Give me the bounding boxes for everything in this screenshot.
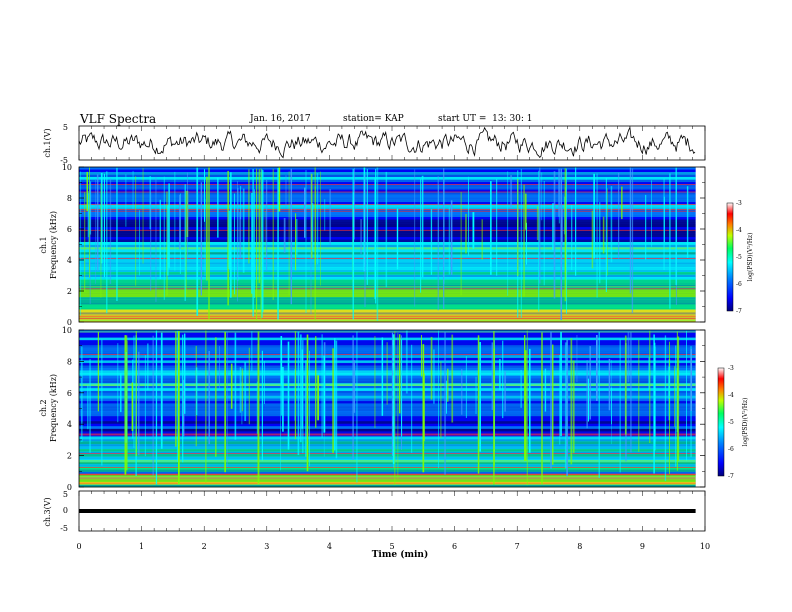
ch2-spectrogram-panel: 0 2 4 6 8 10 ch.2 Frequency (kHz): [39, 326, 706, 492]
ch1-spec-label-ch: ch.1: [39, 236, 48, 253]
freq-tick-label: 2: [67, 452, 72, 461]
time-tick-label: 2: [202, 542, 207, 551]
ch1-ylabel: ch.1(V): [43, 128, 52, 157]
freq-tick-label: 2: [67, 287, 72, 296]
freq-tick-label: 4: [67, 256, 72, 265]
ch2-frequency-ticks: 0 2 4 6 8 10: [62, 326, 705, 492]
time-tick-label: 3: [264, 542, 269, 551]
ch2-spectrogram-image: [79, 330, 705, 488]
ch2-cbar-tick-0: -3: [728, 365, 734, 372]
ch1-cbar-tick-1: -4: [736, 227, 742, 234]
header-date: Jan. 16, 2017: [250, 114, 311, 124]
ch1-colorbar: -3 -4 -5 -6 -7 log(PSD)(V²/Hz): [726, 200, 754, 315]
time-tick-label: 1: [139, 542, 144, 551]
ch1-cbar-tick-4: -7: [736, 308, 742, 315]
header-start-time: start UT = 13: 30: 1: [438, 114, 533, 124]
time-axis-ticks: 0 1 2 3 4 5 6 7 8 9 10: [76, 542, 710, 551]
freq-tick-label: 8: [67, 194, 72, 203]
ch2-spec-label-ch: ch.2: [39, 399, 48, 416]
ch1-waveform-panel: 5 -5 ch.1(V): [43, 123, 706, 165]
ch1-spectrogram-panel: 0 2 4 6 8 10 ch.1 Frequency (kHz): [39, 163, 706, 327]
ch2-cbar-tick-3: -6: [728, 446, 734, 453]
ch2-cbar-label: log(PSD)(V²/Hz): [742, 398, 749, 447]
ch1-frequency-ticks: 0 2 4 6 8 10: [62, 163, 705, 327]
time-tick-label: 6: [452, 542, 457, 551]
freq-tick-label: 6: [67, 225, 72, 234]
ch1-ytick-bottom: -5: [60, 156, 68, 165]
ch2-spec-ylabel: Frequency (kHz): [49, 374, 58, 442]
time-tick-label: 5: [389, 542, 394, 551]
freq-tick-label: 10: [62, 326, 72, 335]
ch3-waveform-trace: [79, 509, 696, 513]
time-tick-label: 7: [515, 542, 520, 551]
ch3-ticks: [78, 491, 706, 531]
ch3-ytick-bottom: -5: [60, 524, 68, 533]
freq-tick-label: 6: [67, 389, 72, 398]
time-tick-label: 10: [700, 542, 710, 551]
time-tick-label: 8: [577, 542, 582, 551]
ch1-spectrogram-image: [79, 167, 705, 323]
ch3-waveform-panel: 5 0 -5 ch.3(V): [43, 490, 706, 533]
freq-tick-label: 10: [62, 163, 72, 172]
ch2-cbar-tick-1: -4: [728, 392, 734, 399]
ch2-cbar-tick-4: -7: [728, 473, 734, 480]
time-tick-label: 4: [327, 542, 332, 551]
ch1-ticks: [78, 126, 706, 160]
ch1-waveform-trace: [78, 126, 696, 159]
time-tick-label: 9: [640, 542, 645, 551]
ch1-cbar-tick-3: -6: [736, 281, 742, 288]
ch2-colorbar: -3 -4 -5 -6 -7 log(PSD)(V²/Hz): [717, 365, 749, 480]
header-station: station= KAP: [343, 114, 404, 124]
ch3-ylabel: ch.3(V): [43, 497, 52, 526]
x-axis-label: Time (min): [372, 549, 429, 560]
ch1-cbar-tick-0: -3: [736, 200, 742, 207]
ch1-cbar-tick-2: -5: [736, 254, 742, 261]
freq-tick-label: 0: [67, 318, 72, 327]
ch3-ytick-top: 5: [63, 490, 68, 499]
ch3-ytick-mid: 0: [63, 506, 68, 515]
chart-title: VLF Spectra: [80, 112, 157, 126]
ch2-cbar-tick-2: -5: [728, 419, 734, 426]
ch1-spec-ylabel: Frequency (kHz): [49, 211, 58, 279]
ch1-cbar-label: log(PSD)(V²/Hz): [747, 233, 754, 282]
time-tick-label: 0: [76, 542, 81, 551]
freq-tick-label: 4: [67, 420, 72, 429]
ch1-ytick-top: 5: [63, 123, 68, 132]
freq-tick-label: 8: [67, 357, 72, 366]
freq-tick-label: 0: [67, 483, 72, 492]
